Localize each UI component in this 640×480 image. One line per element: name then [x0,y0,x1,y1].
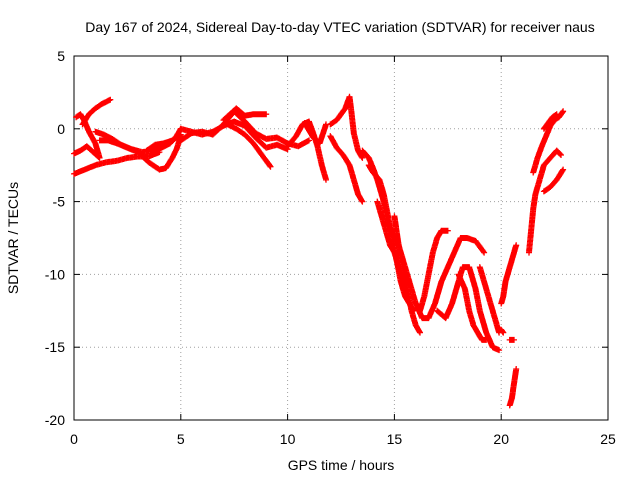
x-tick-label: 15 [387,431,403,447]
x-tick-label: 5 [177,431,185,447]
series-arc-30 [540,111,560,132]
y-tick-label: -15 [45,339,65,355]
data-point-markers [498,326,507,336]
data-point-markers [79,96,114,128]
y-tick-label: 5 [57,48,65,64]
data-point-markers [224,121,274,170]
x-tick-label: 0 [70,431,78,447]
series-arc-22 [476,264,503,336]
data-point-markers [374,198,411,300]
data-point-markers [506,336,517,343]
series-arc-24 [498,326,507,336]
data-point-markers [506,366,520,409]
plot-frame [73,55,609,421]
x-tick-label: 25 [600,431,616,447]
chart-title: Day 167 of 2024, Sidereal Day-to-day VTE… [85,19,594,35]
series-arc-8 [177,118,291,153]
series-arc-6 [143,131,184,154]
series-arc-28 [530,108,567,176]
data-point-markers [177,118,291,153]
series-arc-29 [540,166,567,195]
data-series [71,93,567,409]
y-axis-label: SDTVAR / TECUs [5,182,21,294]
series-arc-25 [506,336,517,343]
data-point-markers [412,235,488,322]
data-point-markers [498,242,520,307]
y-tick-label: -20 [45,412,65,428]
series-arc-2 [79,96,114,128]
data-point-markers [530,108,567,176]
data-point-markers [391,213,451,314]
x-tick-label: 20 [493,431,509,447]
series-arc-19 [412,235,488,322]
data-point-markers [71,111,103,161]
data-point-markers [540,166,567,195]
series-arc-14 [327,93,366,161]
data-point-markers [455,271,490,343]
data-point-markers [327,133,366,205]
grid [74,56,608,420]
data-point-markers [220,105,270,124]
data-point-markers [301,120,329,147]
x-tick-label: 10 [280,431,296,447]
y-tick-label: -10 [45,266,65,282]
series-arc-1 [71,111,103,161]
series-arc-17 [374,198,411,300]
y-tick-label: 0 [57,121,65,137]
series-arc-23 [498,242,520,307]
series-arc-21 [455,271,490,343]
series-arc-12 [301,120,329,147]
series-arc-9 [220,105,270,124]
data-point-markers [476,264,503,336]
series-arc-18 [391,213,451,314]
x-axis-label: GPS time / hours [288,457,395,473]
data-point-markers [327,93,366,161]
data-point-markers [143,131,184,154]
series-arc-10 [224,121,274,170]
series-arc-26 [506,366,520,409]
y-tick-label: -5 [53,194,66,210]
series-arc-13 [327,133,366,205]
series-arc-27 [526,147,564,256]
data-point-markers [540,111,560,132]
data-point-markers [526,147,564,256]
